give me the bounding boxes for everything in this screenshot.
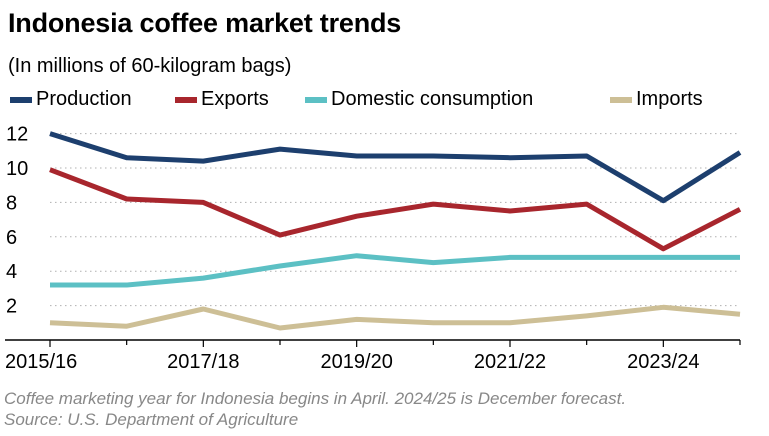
series-line-exports <box>49 167 742 252</box>
footnote: Coffee marketing year for Indonesia begi… <box>4 388 626 430</box>
footnote-note: Coffee marketing year for Indonesia begi… <box>4 389 627 408</box>
chart-subtitle: (In millions of 60-kilogram bags) <box>8 55 292 77</box>
legend-label: Imports <box>636 88 703 110</box>
legend-item-imports: Imports <box>610 88 703 111</box>
legend-item-domestic-consumption: Domestic consumption <box>305 88 533 111</box>
y-tick-label: 10 <box>6 158 28 180</box>
x-tick-label: 2017/18 <box>167 351 239 373</box>
legend-swatch <box>10 96 32 103</box>
y-tick-label: 12 <box>6 124 28 146</box>
x-tick-label: 2019/20 <box>321 351 393 373</box>
y-tick-label: 2 <box>6 296 17 318</box>
legend-item-production: Production <box>10 88 132 111</box>
series-line-domestic-consumption <box>50 253 740 288</box>
series-line-production <box>49 131 742 204</box>
x-tick-label: 2015/16 <box>5 351 77 373</box>
legend-label: Domestic consumption <box>331 88 534 110</box>
legend-label: Production <box>36 88 132 110</box>
series-line-imports <box>49 304 741 331</box>
x-tick-label: 2021/22 <box>474 351 546 373</box>
legend-swatch <box>610 96 632 103</box>
footnote-source: Source: U.S. Department of Agriculture <box>4 410 299 429</box>
chart-title: Indonesia coffee market trends <box>8 8 402 38</box>
x-tick-label: 2023/24 <box>627 351 699 373</box>
legend-label: Exports <box>201 88 269 110</box>
legend-swatch <box>175 96 197 103</box>
y-tick-label: 4 <box>6 261 17 283</box>
legend-swatch <box>305 96 327 103</box>
line-chart: 2 4 6 8 10 12 2015/16 2017/18 2019/20 2021/22 2023… <box>5 124 742 373</box>
legend-item-exports: Exports <box>175 88 269 111</box>
legend: Production Exports Domestic consumption Imp… <box>0 88 769 114</box>
y-tick-label: 8 <box>6 192 17 214</box>
y-tick-label: 6 <box>6 227 17 249</box>
